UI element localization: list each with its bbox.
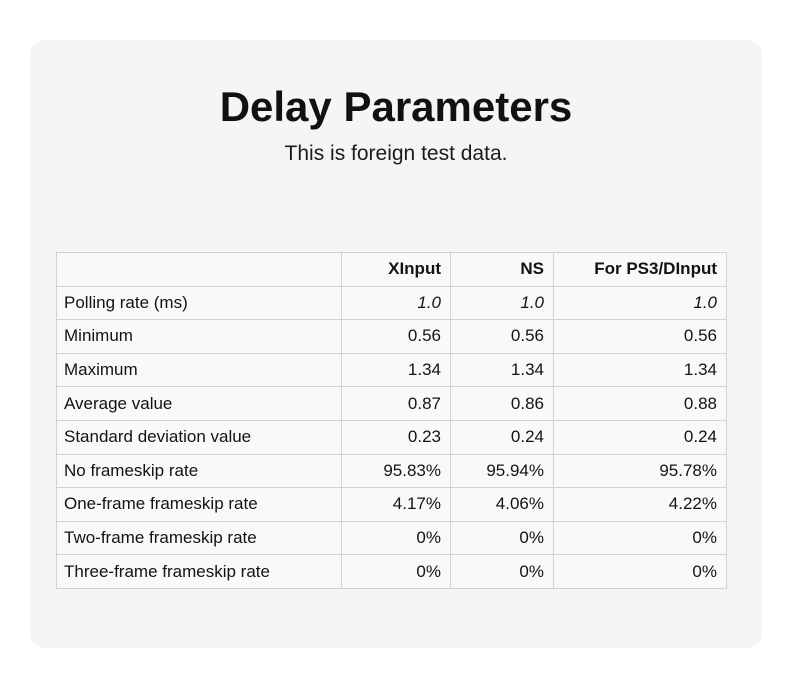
row-label: Polling rate (ms) (56, 285, 342, 321)
table-body: Polling rate (ms) 1.0 1.0 1.0 Minimum 0.56 0.5… (56, 285, 727, 589)
page-title: Delay Parameters (219, 83, 573, 130)
row-label: One-frame frameskip rate (56, 487, 342, 522)
column-header-xinput: XInput (341, 252, 451, 287)
row-label: Maximum (56, 352, 342, 388)
table-row: Standard deviation value 0.23 0.24 0.24 (56, 419, 727, 455)
table-row: Three-frame frameskip rate 0% 0% 0% (56, 554, 727, 589)
corner-header-cell (56, 252, 342, 287)
delay-parameters-table: XInput NS For PS3/DInput Polling rate (ms)… (56, 252, 727, 589)
cell-value: 0.86 (450, 386, 554, 421)
cell-value: 0.24 (450, 419, 554, 455)
cell-value: 4.22% (553, 487, 727, 522)
row-label: Average value (56, 386, 342, 421)
cell-value: 95.94% (450, 453, 554, 489)
cell-value: 1.0 (553, 285, 727, 321)
cell-value: 0% (341, 554, 451, 589)
cell-value: 0% (553, 554, 727, 589)
cell-value: 0% (450, 554, 554, 589)
cell-value: 1.34 (450, 352, 554, 388)
table-row: No frameskip rate 95.83% 95.94% 95.78% (56, 453, 727, 489)
cell-value: 95.78% (553, 453, 727, 489)
cell-value: 1.0 (341, 285, 451, 321)
cell-value: 0% (450, 520, 554, 556)
cell-value: 0% (341, 520, 451, 556)
cell-value: 0.56 (341, 319, 451, 354)
row-label: Two-frame frameskip rate (56, 520, 342, 556)
content-card: Delay Parameters This is foreign test da… (30, 40, 762, 648)
cell-value: 4.06% (450, 487, 554, 522)
cell-value: 0.24 (553, 419, 727, 455)
cell-value: 0.23 (341, 419, 451, 455)
cell-value: 1.34 (341, 352, 451, 388)
cell-value: 0.56 (450, 319, 554, 354)
table-row: Two-frame frameskip rate 0% 0% 0% (56, 520, 727, 556)
column-header-for-ps3-dinput: For PS3/DInput (553, 252, 727, 287)
cell-value: 4.17% (341, 487, 451, 522)
table-row: One-frame frameskip rate 4.17% 4.06% 4.22% (56, 487, 727, 522)
row-label: Standard deviation value (56, 419, 342, 455)
cell-value: 0.56 (553, 319, 727, 354)
table-row: Minimum 0.56 0.56 0.56 (56, 319, 727, 354)
table-row: Average value 0.87 0.86 0.88 (56, 386, 727, 421)
cell-value: 1.34 (553, 352, 727, 388)
cell-value: 1.0 (450, 285, 554, 321)
cell-value: 0.87 (341, 386, 451, 421)
row-label: Minimum (56, 319, 342, 354)
table-header-row: XInput NS For PS3/DInput (56, 252, 727, 287)
column-header-ns: NS (450, 252, 554, 287)
row-label: Three-frame frameskip rate (56, 554, 342, 589)
table-row: Maximum 1.34 1.34 1.34 (56, 352, 727, 388)
cell-value: 0% (553, 520, 727, 556)
table-row: Polling rate (ms) 1.0 1.0 1.0 (56, 285, 727, 321)
row-label: No frameskip rate (56, 453, 342, 489)
page-subtitle: This is foreign test data. (284, 141, 508, 165)
cell-value: 0.88 (553, 386, 727, 421)
cell-value: 95.83% (341, 453, 451, 489)
